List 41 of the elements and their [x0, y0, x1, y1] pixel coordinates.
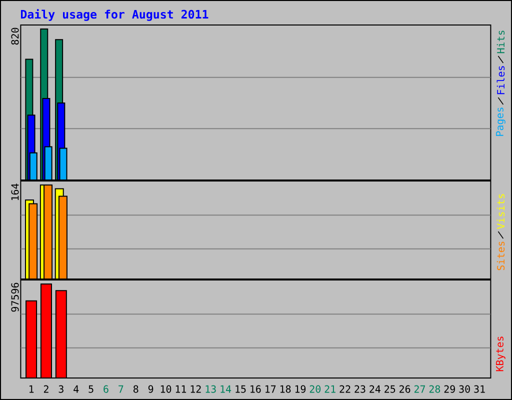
- x-tick-label: 25: [384, 385, 396, 393]
- x-tick-label: 16: [250, 385, 261, 393]
- x-tick-label: 31: [474, 385, 485, 393]
- x-tick-label: 2: [44, 385, 48, 393]
- x-tick-label: 17: [266, 385, 276, 393]
- x-tick-label: 22: [340, 385, 350, 393]
- x-tick-label: 12: [190, 385, 201, 393]
- text: 164: [11, 184, 19, 200]
- x-tick-label: 7: [118, 385, 124, 393]
- x-tick-label: 15: [236, 385, 246, 393]
- x-tick-label: 13: [206, 385, 216, 393]
- x-tick-label: 19: [295, 385, 306, 393]
- x-tick-label: 24: [370, 385, 380, 393]
- text: Hits: [496, 30, 505, 54]
- x-tick-label: 9: [148, 385, 154, 393]
- text: Sites: [496, 242, 505, 270]
- x-tick-label: 3: [58, 385, 64, 393]
- x-tick-label: 29: [444, 385, 455, 393]
- x-tick-label: 30: [459, 385, 470, 393]
- x-tick-label: 27: [414, 385, 426, 393]
- x-tick-label: 26: [400, 385, 410, 393]
- x-tick-label: 18: [280, 385, 291, 393]
- text: KBytes: [496, 336, 506, 372]
- x-tick-label: 23: [354, 385, 366, 393]
- x-tick-label: 5: [88, 385, 94, 393]
- x-tick-label: 20: [310, 385, 321, 393]
- x-tick-label: 6: [104, 385, 108, 393]
- chart-title: Daily usage for August 2011: [20, 9, 208, 21]
- text: Visits: [496, 194, 505, 230]
- text: Files: [496, 66, 505, 94]
- text: 820: [11, 28, 19, 45]
- x-tick-label: 14: [220, 385, 232, 393]
- x-tick-label: 21: [324, 385, 336, 393]
- x-tick-label: 28: [429, 385, 440, 393]
- x-tick-label: 11: [176, 385, 186, 393]
- text: Pages: [496, 108, 506, 136]
- x-tick-label: 8: [134, 385, 138, 393]
- text: 97596: [11, 282, 19, 312]
- x-tick-label: 1: [29, 385, 34, 393]
- x-tick-label: 4: [74, 385, 79, 393]
- x-tick-label: 10: [160, 385, 172, 393]
